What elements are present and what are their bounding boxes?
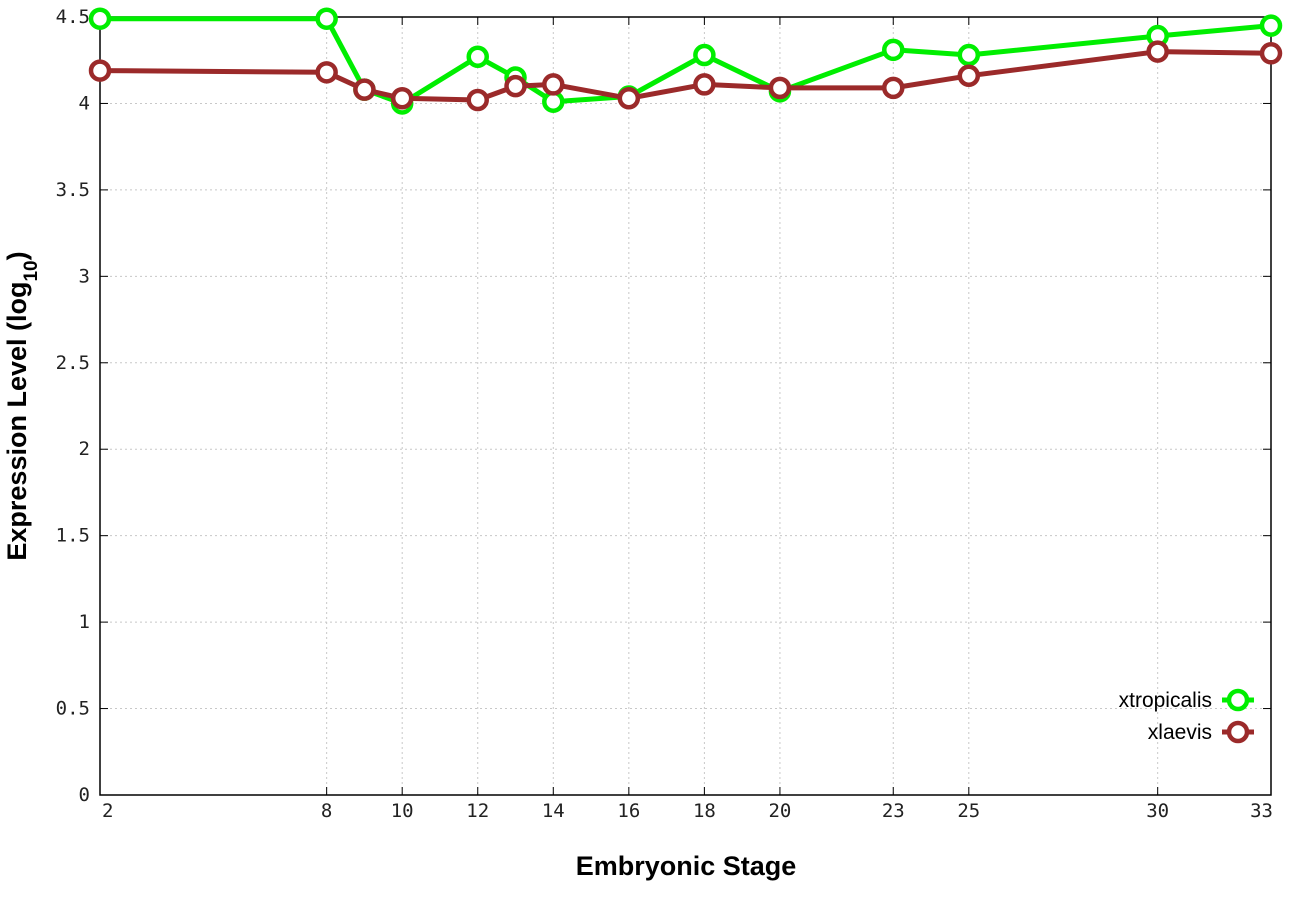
y-axis-title: Expression Level (log10) — [2, 251, 42, 560]
y-tick-label: 4 — [79, 92, 90, 114]
y-axis-title-subscript: 10 — [21, 260, 42, 281]
data-point-xtropicalis — [693, 43, 716, 67]
data-point-xtropicalis — [466, 45, 489, 69]
y-tick-label: 3 — [79, 265, 90, 287]
x-tick-label: 8 — [321, 800, 332, 822]
data-point-xlaevis — [1259, 42, 1283, 65]
data-point-xlaevis — [88, 59, 112, 82]
data-point-xlaevis — [504, 74, 527, 98]
data-point-xlaevis — [390, 87, 414, 110]
x-tick-label: 10 — [391, 800, 414, 822]
y-tick-label: 2.5 — [56, 352, 90, 374]
series-line-xlaevis — [99, 49, 1272, 103]
data-point-xlaevis — [768, 76, 792, 100]
y-tick-label: 4.5 — [56, 6, 90, 28]
x-tick-label: 30 — [1146, 800, 1169, 822]
legend-label: xlaevis — [1148, 721, 1212, 744]
y-tick-label: 2 — [79, 438, 90, 460]
x-tick-label: 33 — [1250, 800, 1273, 822]
data-point-xlaevis — [542, 73, 565, 96]
data-point-xtropicalis — [88, 7, 112, 30]
data-point-xlaevis — [466, 88, 489, 112]
legend-swatch-marker — [1226, 688, 1250, 712]
legend-item-xlaevis: xlaevis — [1148, 720, 1254, 744]
grid-lines — [100, 17, 1271, 795]
x-tick-label: 12 — [466, 800, 489, 822]
data-point-xlaevis — [315, 61, 338, 84]
series-xlaevis — [88, 40, 1283, 112]
legend-swatch-marker — [1226, 720, 1250, 744]
x-tick-label: 20 — [768, 800, 791, 822]
y-tick-label: 0.5 — [56, 698, 90, 720]
y-tick-label: 3.5 — [56, 179, 90, 201]
data-point-xtropicalis — [882, 38, 905, 62]
x-tick-label: 18 — [693, 800, 716, 822]
data-point-xlaevis — [957, 64, 981, 88]
y-tick-label: 0 — [79, 784, 90, 806]
y-tick-label: 1.5 — [56, 525, 90, 547]
plot-frame — [99, 16, 1272, 796]
series-layer — [88, 7, 1283, 115]
x-tick-label: 25 — [957, 800, 980, 822]
x-tick-labels: 2 8 10 12 14 16 18 20 23 25 30 33 — [102, 800, 1273, 822]
data-point-xtropicalis — [957, 43, 981, 67]
x-tick-label: 23 — [882, 800, 905, 822]
data-point-xlaevis — [882, 76, 905, 100]
x-tick-label: 16 — [617, 800, 640, 822]
y-axis-title-main: Expression Level (log — [2, 282, 32, 561]
y-tick-labels: 0 0.5 1 1.5 2 2.5 3 3.5 4 4.5 — [56, 6, 90, 806]
data-point-xlaevis — [617, 87, 641, 110]
data-point-xtropicalis — [1259, 14, 1283, 37]
legend: xtropicalis xlaevis — [1119, 688, 1254, 744]
data-point-xlaevis — [693, 73, 716, 96]
y-tick-label: 1 — [79, 611, 90, 633]
x-tick-label: 2 — [102, 800, 113, 822]
legend-item-xtropicalis: xtropicalis — [1119, 688, 1254, 712]
x-axis-title: Embryonic Stage — [576, 851, 797, 881]
data-point-xlaevis — [1146, 40, 1169, 63]
y-axis-title-close: ) — [2, 251, 32, 260]
tick-marks — [99, 16, 1272, 796]
legend-label: xtropicalis — [1119, 689, 1212, 712]
x-tick-label: 14 — [542, 800, 565, 822]
data-point-xtropicalis — [315, 7, 338, 30]
data-point-xlaevis — [353, 78, 376, 101]
